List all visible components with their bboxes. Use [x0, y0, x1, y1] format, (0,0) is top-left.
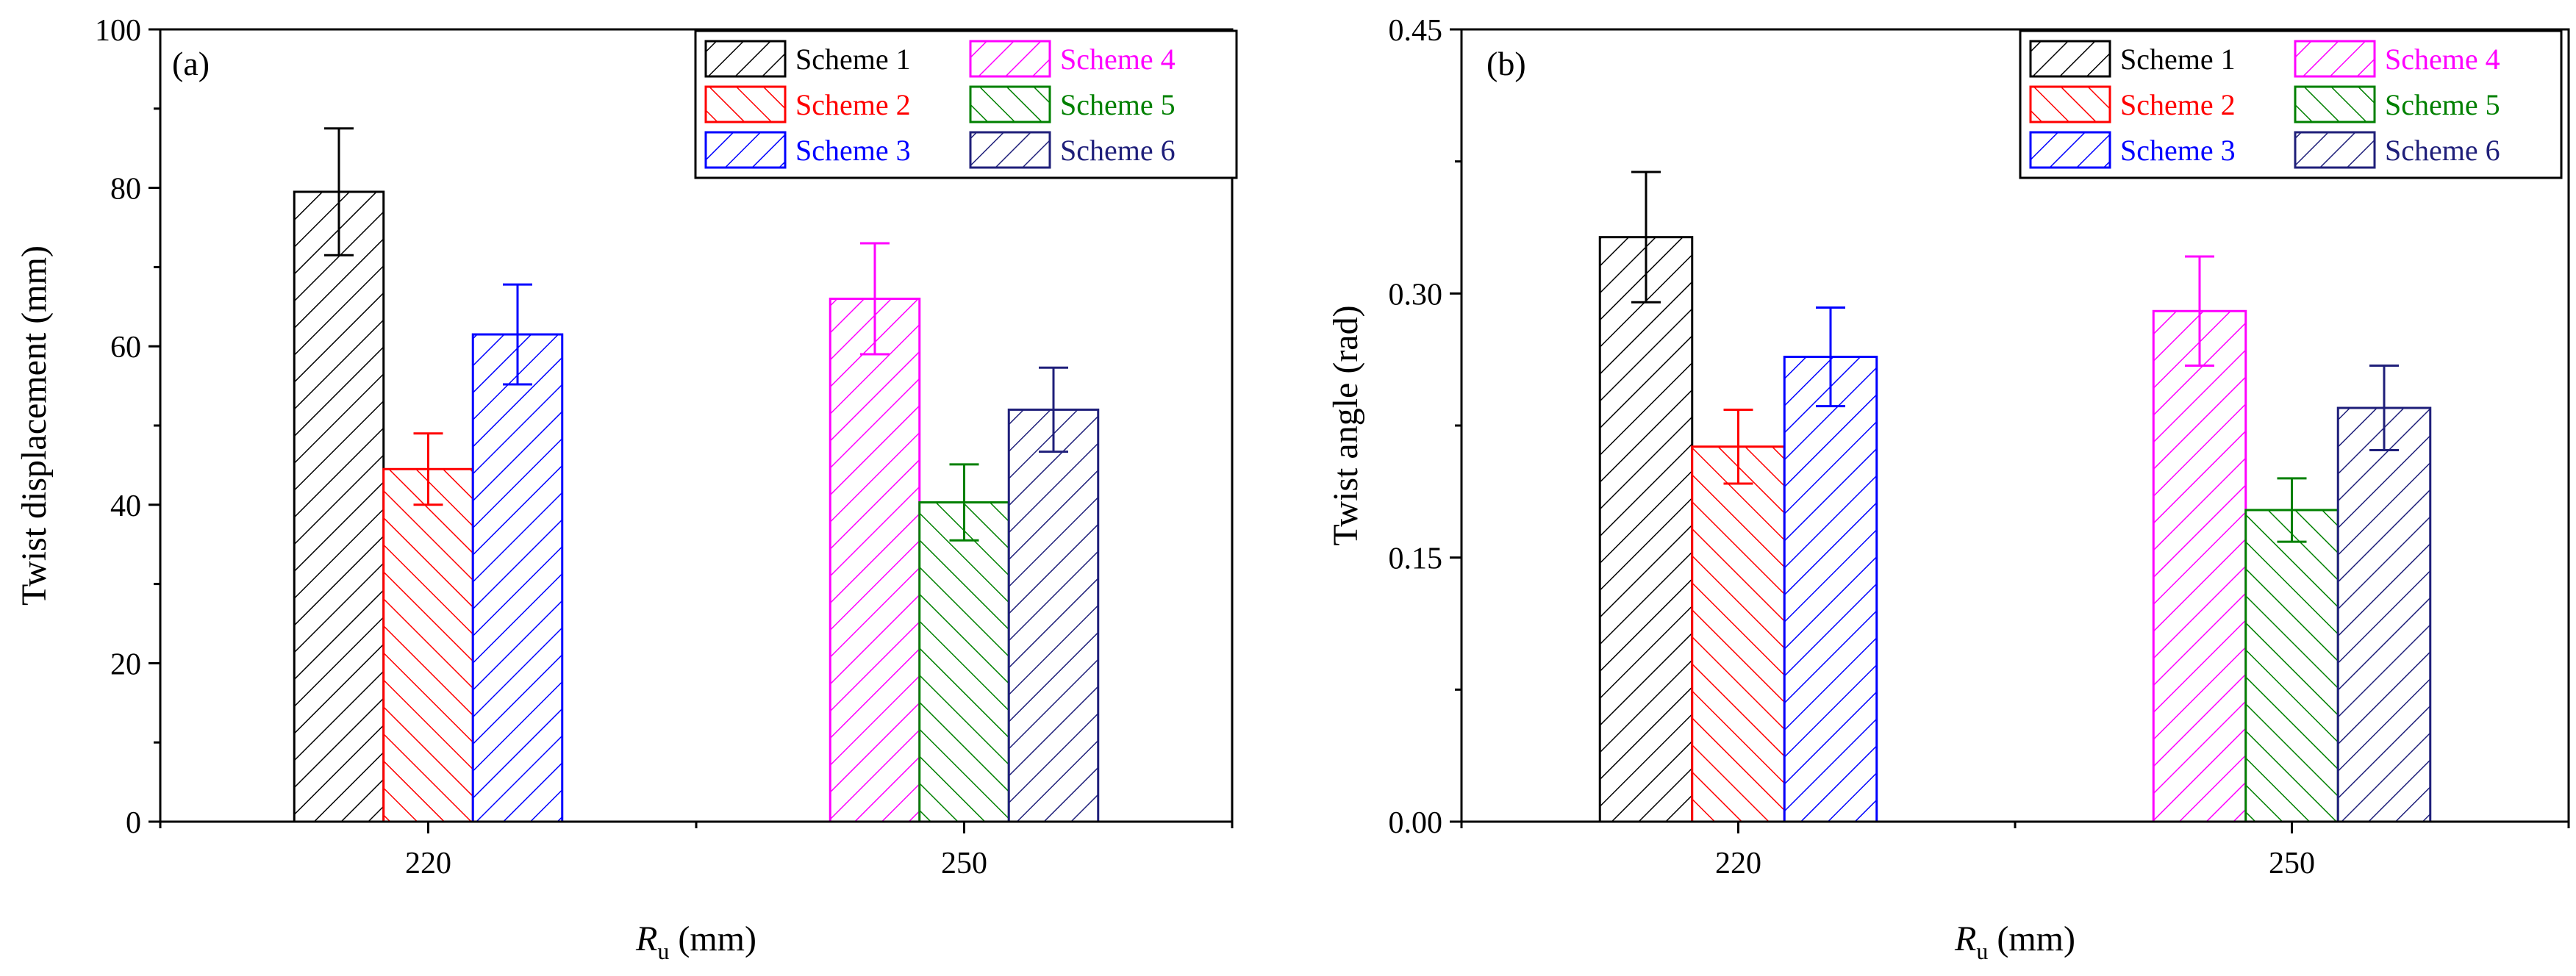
legend-swatch — [704, 85, 787, 123]
y-tick-label: 0 — [126, 806, 141, 840]
error-bar-scheme-1 — [1631, 171, 1661, 304]
legend-swatch — [2029, 85, 2111, 123]
error-bar-scheme-5 — [949, 463, 979, 542]
bar-scheme-2 — [1691, 445, 1786, 823]
legend-label: Scheme 6 — [2385, 134, 2500, 167]
panel-label: (a) — [172, 45, 210, 82]
legend-swatch — [2294, 40, 2376, 78]
legend-swatch — [704, 131, 787, 169]
y-tick-label: 0.30 — [1389, 278, 1443, 312]
legend-swatch — [969, 85, 1051, 123]
error-bar-scheme-2 — [413, 432, 443, 506]
error-bar-scheme-5 — [2277, 477, 2307, 543]
error-bar-scheme-3 — [503, 283, 532, 386]
error-bar-scheme-6 — [1039, 366, 1068, 453]
error-bar-scheme-6 — [2369, 365, 2399, 452]
error-bar-scheme-1 — [324, 127, 354, 256]
legend-entry-scheme-4: Scheme 4 — [2294, 40, 2500, 78]
y-tick-label: 60 — [110, 331, 141, 365]
y-tick-label: 80 — [110, 173, 141, 207]
y-axis-title: Twist angle (rad) — [1326, 305, 1365, 545]
y-tick-label: 40 — [110, 489, 141, 523]
error-bar-scheme-2 — [1723, 408, 1753, 485]
x-axis-title: Ru (mm) — [635, 919, 756, 964]
legend-label: Scheme 3 — [795, 134, 911, 167]
legend-swatch — [704, 40, 787, 78]
bar-scheme-2 — [382, 467, 474, 823]
error-bar-scheme-4 — [860, 242, 890, 356]
legend-swatch — [2029, 40, 2111, 78]
error-bar-scheme-4 — [2185, 255, 2214, 367]
legend-label: Scheme 2 — [795, 88, 911, 121]
legend-label: Scheme 1 — [2120, 43, 2236, 76]
legend-swatch — [969, 40, 1051, 78]
legend-label: Scheme 3 — [2120, 134, 2236, 167]
bar-scheme-4 — [829, 298, 921, 823]
bar-scheme-6 — [2336, 406, 2432, 823]
x-tick-label: 250 — [2269, 847, 2315, 880]
legend: Scheme 1 Scheme 4 Scheme 2 Scheme 5 Scheme 3… — [2019, 29, 2563, 179]
y-tick-label: 0.45 — [1389, 14, 1443, 48]
bar-scheme-5 — [2244, 509, 2339, 823]
legend-label: Scheme 5 — [2385, 88, 2500, 121]
error-bar-scheme-3 — [1816, 306, 1845, 408]
legend-entry-scheme-4: Scheme 4 — [969, 40, 1176, 78]
legend-entry-scheme-2: Scheme 2 — [704, 85, 911, 123]
legend-label: Scheme 5 — [1060, 88, 1176, 121]
bar-scheme-4 — [2152, 309, 2247, 823]
bar-scheme-1 — [293, 190, 385, 823]
legend-label: Scheme 4 — [2385, 43, 2500, 76]
legend-swatch — [2294, 85, 2376, 123]
legend-entry-scheme-2: Scheme 2 — [2029, 85, 2236, 123]
legend-entry-scheme-1: Scheme 1 — [704, 40, 911, 78]
legend-swatch — [2029, 131, 2111, 169]
x-tick-label: 220 — [405, 847, 451, 880]
y-tick-label: 0.00 — [1389, 806, 1443, 840]
legend-swatch — [2294, 131, 2376, 169]
y-tick-label: 100 — [95, 14, 141, 48]
legend-label: Scheme 2 — [2120, 88, 2236, 121]
legend-entry-scheme-3: Scheme 3 — [704, 131, 911, 169]
bar-scheme-3 — [1783, 356, 1878, 823]
bar-scheme-1 — [1598, 236, 1694, 823]
bar-scheme-3 — [471, 333, 564, 823]
legend-label: Scheme 1 — [795, 43, 911, 76]
y-axis-title: Twist displacement (mm) — [15, 245, 54, 606]
y-tick-label: 0.15 — [1389, 542, 1443, 576]
x-tick-label: 220 — [1715, 847, 1761, 880]
panel-label: (b) — [1486, 45, 1526, 82]
legend-entry-scheme-3: Scheme 3 — [2029, 131, 2236, 169]
legend-entry-scheme-5: Scheme 5 — [969, 85, 1176, 123]
y-tick-label: 20 — [110, 647, 141, 681]
legend-entry-scheme-1: Scheme 1 — [2029, 40, 2236, 78]
legend-entry-scheme-5: Scheme 5 — [2294, 85, 2500, 123]
bar-scheme-6 — [1007, 408, 1100, 823]
legend-label: Scheme 4 — [1060, 43, 1176, 76]
legend-entry-scheme-6: Scheme 6 — [2294, 131, 2500, 169]
panel-b: 0.00 0.15 0.30 0.45 220 250 Ru (mm) Twist angle… — [1326, 14, 2570, 964]
panel-a: 0 20 40 60 80 100 220 250 Ru (mm) Twist displacem… — [15, 14, 1238, 964]
legend-entry-scheme-6: Scheme 6 — [969, 131, 1176, 169]
x-axis-title: Ru (mm) — [1954, 919, 2075, 964]
legend-label: Scheme 6 — [1060, 134, 1176, 167]
bar-scheme-5 — [918, 501, 1010, 823]
legend-swatch — [969, 131, 1051, 169]
legend: Scheme 1 Scheme 4 Scheme 2 Scheme 5 Scheme 3… — [694, 29, 1238, 179]
x-tick-label: 250 — [941, 847, 987, 880]
